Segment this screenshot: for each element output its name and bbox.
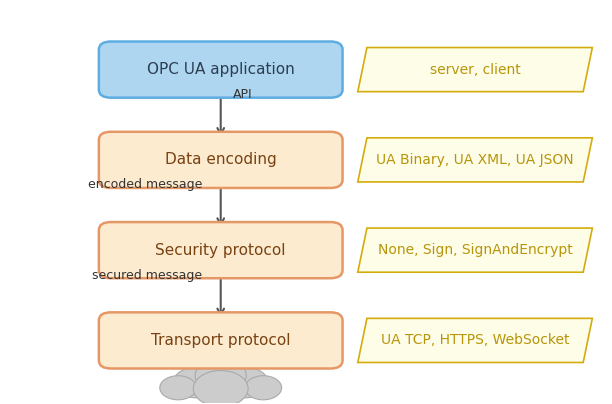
Text: Security protocol: Security protocol xyxy=(155,243,286,258)
FancyBboxPatch shape xyxy=(99,222,343,278)
Circle shape xyxy=(173,367,220,398)
Text: secured message: secured message xyxy=(92,269,203,282)
Circle shape xyxy=(222,367,268,398)
Text: Data encoding: Data encoding xyxy=(165,152,277,167)
Polygon shape xyxy=(358,228,592,272)
Text: encoded message: encoded message xyxy=(88,179,203,191)
Text: OPC UA application: OPC UA application xyxy=(147,62,294,77)
FancyBboxPatch shape xyxy=(99,312,343,368)
Text: server, client: server, client xyxy=(430,63,520,77)
Text: UA Binary, UA XML, UA JSON: UA Binary, UA XML, UA JSON xyxy=(376,153,574,167)
Text: API: API xyxy=(233,88,253,101)
Polygon shape xyxy=(358,138,592,182)
Polygon shape xyxy=(358,48,592,92)
Circle shape xyxy=(245,376,282,400)
Circle shape xyxy=(193,370,248,404)
Polygon shape xyxy=(358,318,592,362)
FancyBboxPatch shape xyxy=(99,132,343,188)
Text: UA TCP, HTTPS, WebSocket: UA TCP, HTTPS, WebSocket xyxy=(381,333,569,347)
Circle shape xyxy=(195,359,246,393)
FancyBboxPatch shape xyxy=(99,42,343,98)
Text: Transport protocol: Transport protocol xyxy=(151,333,291,348)
Circle shape xyxy=(166,348,275,404)
Text: None, Sign, SignAndEncrypt: None, Sign, SignAndEncrypt xyxy=(378,243,572,257)
Circle shape xyxy=(160,376,196,400)
